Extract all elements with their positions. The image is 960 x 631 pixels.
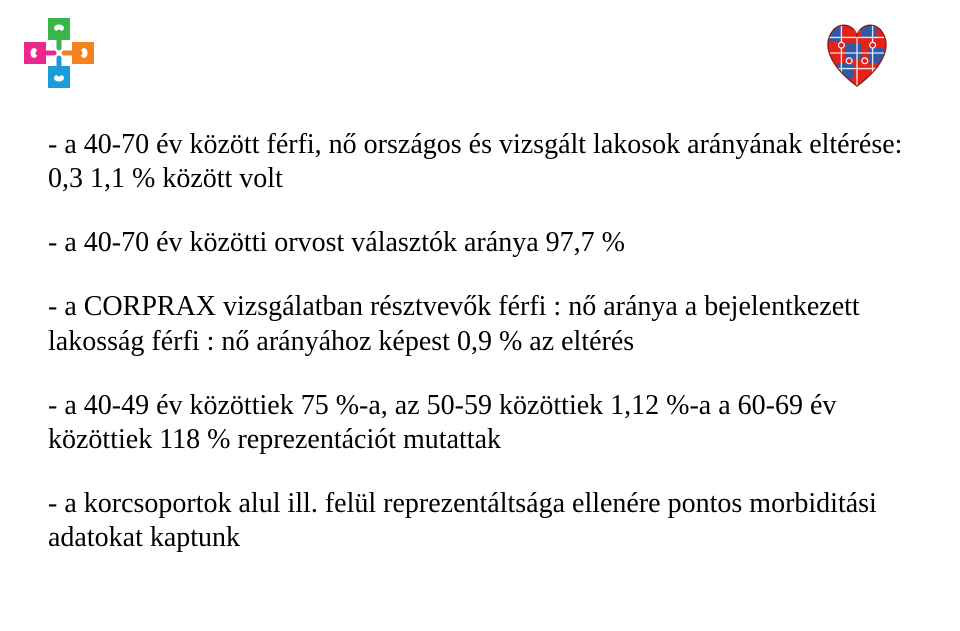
puzzle-heart-logo bbox=[818, 14, 896, 92]
bullet-5: - a korcsoportok alul ill. felül repreze… bbox=[48, 487, 912, 555]
bullet-4: - a 40-49 év közöttiek 75 %-a, az 50-59 … bbox=[48, 389, 912, 457]
bullet-3: - a CORPRAX vizsgálatban résztvevők férf… bbox=[48, 290, 912, 358]
bullet-2: - a 40-70 év közötti orvost választók ar… bbox=[48, 226, 912, 260]
bullet-1: - a 40-70 év között férfi, nő országos é… bbox=[48, 128, 912, 196]
slide-body: - a 40-70 év között férfi, nő országos é… bbox=[48, 128, 912, 555]
hands-plus-logo bbox=[24, 18, 94, 88]
